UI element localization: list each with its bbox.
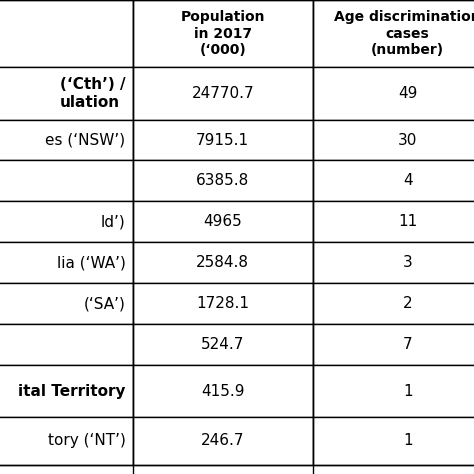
Text: 2: 2 (403, 296, 412, 311)
Bar (133, 0, 313, 67)
Bar (0, 161, 133, 201)
Bar (133, 161, 313, 201)
Text: 1: 1 (403, 433, 412, 448)
Bar (0, 283, 133, 324)
Text: 3: 3 (403, 255, 412, 270)
Text: 415.9: 415.9 (201, 383, 245, 399)
Bar (133, 201, 313, 242)
Text: tory (‘NT’): tory (‘NT’) (48, 433, 126, 448)
Bar (313, 365, 474, 417)
Bar (133, 242, 313, 283)
Bar (313, 283, 474, 324)
Text: 1: 1 (403, 383, 412, 399)
Text: 11: 11 (398, 214, 417, 229)
Text: 4: 4 (403, 173, 412, 189)
Text: ld’): ld’) (101, 214, 126, 229)
Text: 49: 49 (398, 86, 417, 101)
Bar (0, 365, 133, 417)
Bar (0, 324, 133, 365)
Bar (313, 0, 474, 67)
Bar (133, 324, 313, 365)
Bar (313, 119, 474, 161)
Bar (133, 67, 313, 119)
Text: (‘Cth’) /
ulation: (‘Cth’) / ulation (60, 77, 126, 109)
Text: 7915.1: 7915.1 (196, 133, 249, 147)
Text: 24770.7: 24770.7 (191, 86, 254, 101)
Text: 524.7: 524.7 (201, 337, 245, 352)
Bar (133, 365, 313, 417)
Bar (313, 417, 474, 465)
Text: 2584.8: 2584.8 (196, 255, 249, 270)
Text: (‘SA’): (‘SA’) (84, 296, 126, 311)
Bar (0, 201, 133, 242)
Text: 6385.8: 6385.8 (196, 173, 249, 189)
Text: Age discrimination
cases
(number): Age discrimination cases (number) (334, 10, 474, 57)
Text: 246.7: 246.7 (201, 433, 245, 448)
Bar (133, 119, 313, 161)
Bar (133, 283, 313, 324)
Text: ital Territory: ital Territory (18, 383, 126, 399)
Bar (313, 242, 474, 283)
Bar (0, 0, 133, 67)
Bar (0, 119, 133, 161)
Text: 7: 7 (403, 337, 412, 352)
Bar (0, 242, 133, 283)
Bar (0, 67, 133, 119)
Text: es (‘NSW’): es (‘NSW’) (46, 133, 126, 147)
Bar (313, 67, 474, 119)
Text: 1728.1: 1728.1 (196, 296, 249, 311)
Bar (0, 417, 133, 465)
Text: Population
in 2017
(‘000): Population in 2017 (‘000) (181, 10, 265, 57)
Text: 4965: 4965 (203, 214, 242, 229)
Bar (313, 201, 474, 242)
Bar (133, 417, 313, 465)
Bar (313, 161, 474, 201)
Text: 30: 30 (398, 133, 417, 147)
Bar (313, 324, 474, 365)
Text: lia (‘WA’): lia (‘WA’) (57, 255, 126, 270)
